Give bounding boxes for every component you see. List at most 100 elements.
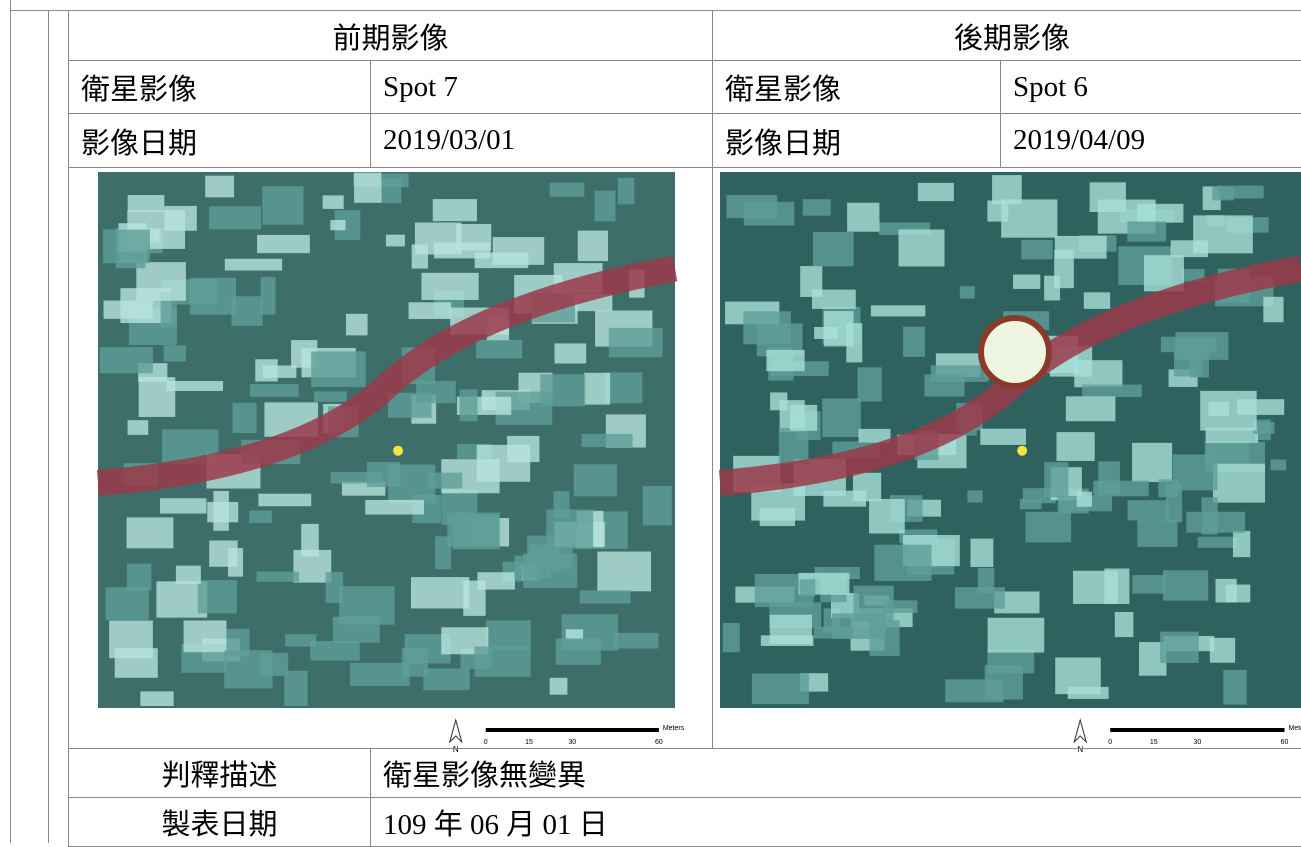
cell: 2019/03/01 xyxy=(370,113,713,168)
building xyxy=(1182,269,1205,282)
scale-label: 60 xyxy=(655,739,663,746)
building xyxy=(339,586,395,625)
scale-unit: Meters xyxy=(663,725,685,732)
building xyxy=(959,286,975,299)
building xyxy=(858,428,891,443)
scale-label: 30 xyxy=(1193,739,1201,746)
building xyxy=(967,490,983,503)
building xyxy=(581,433,633,448)
building xyxy=(127,420,149,435)
building xyxy=(213,490,229,531)
building xyxy=(1162,570,1209,601)
building xyxy=(325,572,343,603)
building xyxy=(159,498,207,514)
building xyxy=(314,391,347,402)
building xyxy=(778,428,809,465)
scale-label: 15 xyxy=(1150,739,1158,746)
cell: 影像日期 xyxy=(712,113,1001,168)
building xyxy=(1132,575,1166,594)
building xyxy=(189,277,236,315)
building xyxy=(977,567,995,593)
building xyxy=(800,266,823,297)
building xyxy=(427,472,463,489)
building xyxy=(115,252,146,269)
cell: 衛星影像無變異 xyxy=(370,748,1301,798)
building xyxy=(617,177,635,205)
building xyxy=(549,677,568,695)
building xyxy=(197,580,237,614)
building xyxy=(1044,462,1069,498)
building xyxy=(852,472,882,502)
building xyxy=(232,402,257,434)
building xyxy=(209,540,238,567)
building xyxy=(163,345,186,362)
building xyxy=(262,186,304,225)
building xyxy=(1082,384,1142,398)
building xyxy=(846,323,863,363)
building xyxy=(642,485,672,526)
building xyxy=(401,648,429,677)
building xyxy=(1127,500,1169,521)
building xyxy=(722,623,740,653)
building xyxy=(380,178,402,204)
scale-bar xyxy=(1110,728,1285,732)
scale-label: 30 xyxy=(568,739,576,746)
building xyxy=(924,374,965,397)
building xyxy=(183,620,227,653)
building xyxy=(751,673,809,705)
building xyxy=(555,638,601,665)
building xyxy=(540,374,586,407)
building xyxy=(249,510,272,523)
building xyxy=(903,326,925,357)
building xyxy=(822,398,861,438)
building xyxy=(126,563,152,591)
building xyxy=(476,444,531,482)
building xyxy=(970,538,994,567)
building xyxy=(743,311,791,345)
cell: 製表日期 xyxy=(68,797,371,847)
building xyxy=(1205,427,1259,443)
building xyxy=(608,327,663,358)
building xyxy=(812,232,854,267)
building xyxy=(354,172,382,203)
building xyxy=(1104,568,1130,605)
building xyxy=(1215,578,1237,603)
building xyxy=(476,339,523,359)
building xyxy=(1056,432,1095,461)
building xyxy=(1083,292,1111,309)
building xyxy=(447,512,481,547)
scale-bar xyxy=(485,728,659,732)
building xyxy=(573,464,617,497)
building xyxy=(811,289,856,309)
building xyxy=(365,499,424,515)
scale-label: 60 xyxy=(1281,739,1289,746)
building xyxy=(164,205,197,231)
building xyxy=(1127,221,1167,242)
building xyxy=(477,572,515,590)
building xyxy=(987,200,1009,222)
building xyxy=(954,587,1005,609)
scale-unit: Meters xyxy=(1289,725,1301,732)
building xyxy=(1076,491,1093,507)
building xyxy=(994,591,1040,614)
building xyxy=(385,234,405,247)
building xyxy=(1067,686,1109,699)
building xyxy=(1232,530,1251,558)
cell: 109 年 06 月 01 日 xyxy=(370,797,1301,847)
building xyxy=(249,384,299,397)
building xyxy=(456,224,492,251)
building xyxy=(874,544,932,581)
building xyxy=(105,587,149,620)
building xyxy=(1165,483,1183,523)
building xyxy=(478,514,499,547)
building xyxy=(421,272,479,300)
building xyxy=(1013,274,1041,289)
building xyxy=(1252,421,1275,434)
building xyxy=(869,498,905,534)
building xyxy=(322,195,344,209)
building xyxy=(256,571,300,582)
building xyxy=(140,691,174,707)
building xyxy=(577,230,608,262)
building xyxy=(1223,669,1247,705)
building xyxy=(1193,215,1253,254)
